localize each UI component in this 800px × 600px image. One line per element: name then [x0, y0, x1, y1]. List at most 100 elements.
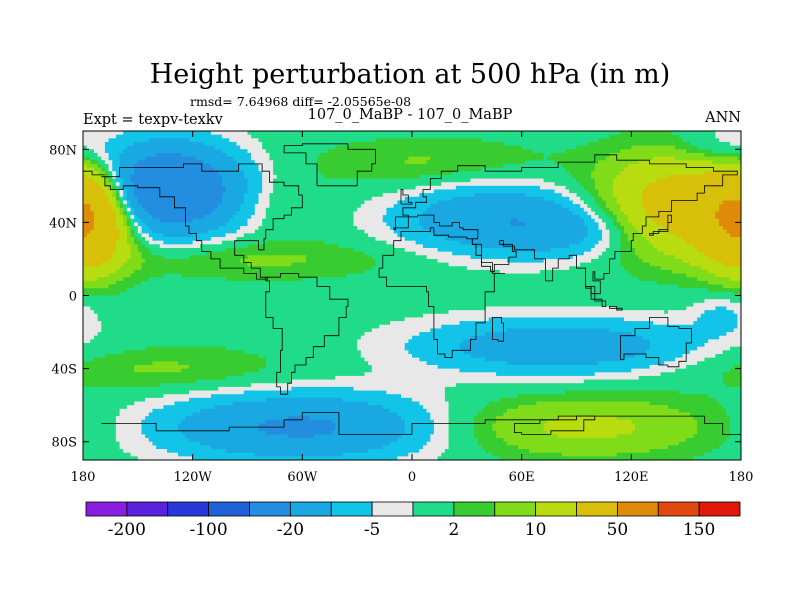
field-cell: [254, 211, 267, 216]
field-cell: [83, 138, 110, 143]
field-cell: [265, 397, 344, 403]
field-cell: [616, 196, 643, 202]
field-cell: [83, 200, 110, 205]
field-cell: [115, 434, 146, 439]
field-cell: [686, 438, 727, 443]
field-cell: [613, 211, 625, 216]
field-cell: [598, 160, 640, 165]
field-cell: [609, 152, 706, 158]
field-cell: [258, 196, 271, 202]
field-cell: [382, 218, 420, 223]
field-cell: [83, 434, 117, 439]
field-cell: [561, 204, 581, 209]
field-cell: [115, 185, 121, 191]
field-cell: [185, 434, 289, 439]
field-cell: [83, 449, 124, 454]
field-cell: [569, 266, 625, 271]
field-cell: [667, 405, 724, 410]
field-cell: [730, 368, 741, 373]
colorbar-box: [698, 501, 741, 517]
field-cell: [594, 218, 603, 223]
field-cell: [254, 452, 344, 457]
field-cell: [185, 416, 289, 421]
field-cell: [693, 244, 741, 249]
field-cell: [152, 237, 212, 242]
field-cell: [715, 131, 741, 136]
field-cell: [112, 163, 121, 169]
field-cell: [83, 222, 95, 227]
field-cell: [265, 207, 358, 213]
field-cell: [101, 324, 380, 329]
field-cell: [104, 353, 260, 359]
field-cell: [631, 273, 687, 278]
field-cell: [594, 372, 662, 377]
field-cell: [141, 255, 165, 260]
field-cell: [90, 229, 121, 234]
field-cell: [737, 321, 741, 326]
field-cell: [587, 233, 603, 238]
field-cell: [112, 167, 121, 172]
field-cell: [83, 324, 102, 329]
field-cell: [386, 240, 417, 245]
field-cell: [605, 204, 621, 209]
field-cell: [130, 174, 223, 180]
field-cell: [178, 361, 267, 366]
field-cell: [141, 419, 183, 425]
field-cell: [112, 160, 121, 165]
field-cell: [258, 167, 274, 172]
field-cell: [455, 383, 727, 388]
field-cell: [130, 207, 135, 213]
field-cell: [152, 408, 201, 414]
field-cell: [448, 430, 475, 436]
field-cell: [262, 182, 274, 187]
field-cell: [123, 189, 128, 194]
field-cell: [722, 379, 741, 384]
field-cell: [569, 171, 592, 176]
coastline: [378, 227, 506, 358]
field-cell: [115, 244, 132, 249]
colorbar-label: 10: [525, 520, 547, 540]
field-cell: [83, 156, 91, 161]
field-cell: [448, 434, 475, 439]
field-cell: [656, 178, 741, 183]
field-cell: [587, 229, 603, 234]
field-cell: [112, 255, 132, 260]
colorbar-box: [616, 501, 659, 517]
field-cell: [104, 182, 113, 187]
field-cell: [123, 262, 143, 267]
field-cell: [386, 390, 446, 395]
field-cell: [594, 167, 625, 172]
field-cell: [189, 397, 267, 403]
field-cell: [609, 328, 735, 333]
field-cell: [141, 233, 150, 238]
coastline: [400, 189, 413, 205]
field-cell: [115, 269, 135, 275]
field-cell: [342, 452, 409, 457]
field-cell: [218, 386, 292, 392]
field-cell: [697, 419, 731, 425]
field-cell: [134, 182, 223, 187]
coastline: [283, 143, 376, 187]
field-cell: [375, 138, 483, 143]
field-cell: [130, 218, 135, 223]
field-cell: [112, 207, 121, 213]
field-cell: [430, 229, 589, 234]
field-cell: [210, 211, 238, 216]
field-cell: [631, 332, 727, 337]
field-cell: [145, 346, 227, 351]
field-cell: [613, 218, 618, 223]
field-cell: [528, 449, 651, 454]
field-cell: [126, 405, 165, 410]
field-cell: [730, 299, 741, 304]
field-cell: [119, 233, 128, 238]
field-cell: [507, 361, 600, 366]
field-cell: [419, 332, 486, 337]
field-cell: [697, 346, 731, 351]
field-cell: [364, 269, 501, 275]
field-cell: [145, 416, 186, 421]
field-cell: [719, 207, 741, 213]
field-cell: [605, 200, 618, 205]
field-cell: [258, 423, 336, 428]
field-cell: [613, 178, 658, 183]
field-cell: [580, 215, 592, 220]
